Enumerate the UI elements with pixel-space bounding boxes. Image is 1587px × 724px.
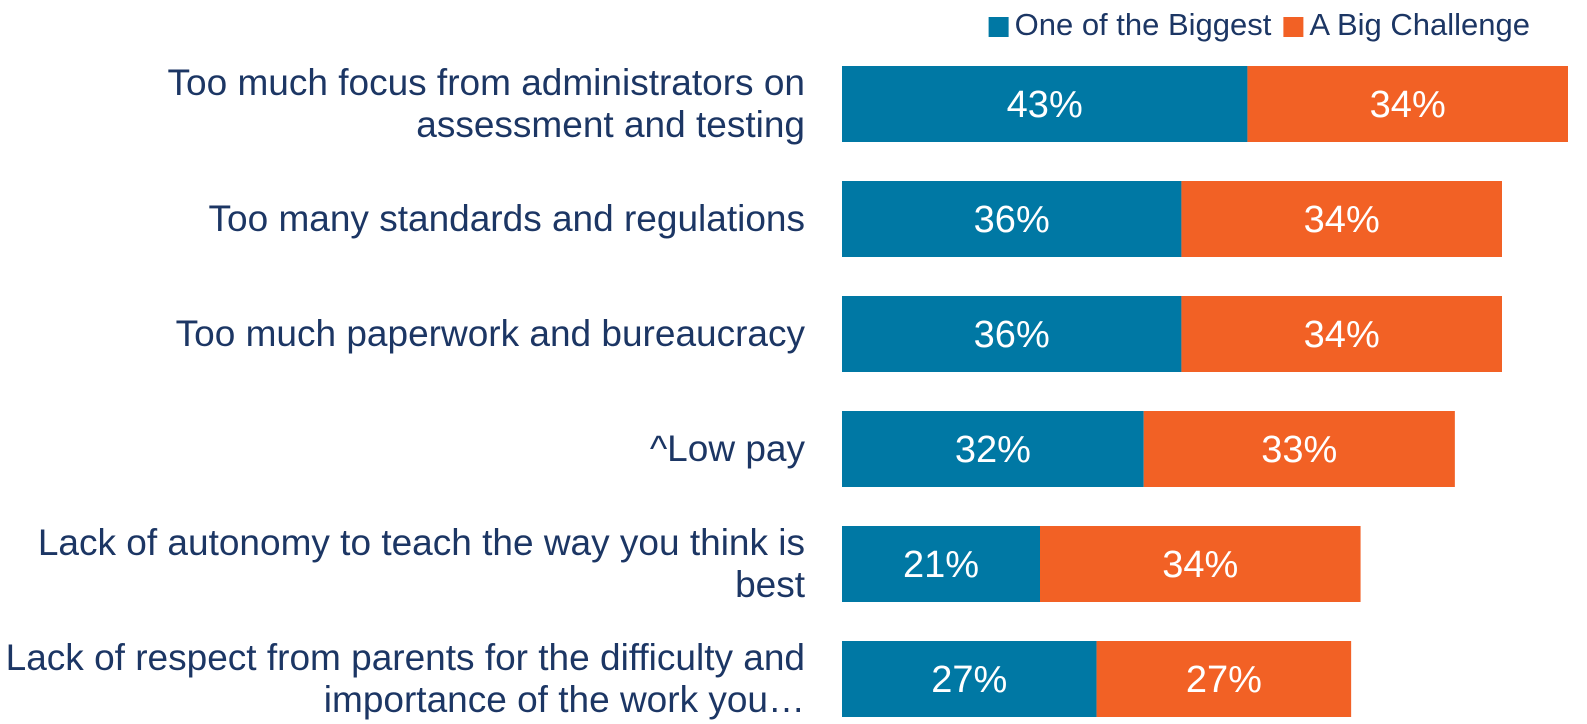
category-text: Too many standards and regulations xyxy=(208,198,805,239)
bar-segment xyxy=(1040,526,1361,602)
value-label: 27% xyxy=(931,659,1007,701)
bar-segment xyxy=(842,181,1182,257)
bar-segment xyxy=(842,411,1144,487)
category-label: ^Low pay xyxy=(0,394,805,504)
value-label: 34% xyxy=(1162,544,1238,586)
value-label: 34% xyxy=(1304,199,1380,241)
category-text: Lack of autonomy to teach the way you th… xyxy=(37,522,805,605)
category-label: Too much paperwork and bureaucracy xyxy=(0,279,805,389)
value-label: 36% xyxy=(974,199,1050,241)
value-label: 34% xyxy=(1304,314,1380,356)
legend-label: One of the Biggest xyxy=(1015,7,1272,42)
category-label: Lack of autonomy to teach the way you th… xyxy=(0,509,805,619)
legend-label: A Big Challenge xyxy=(1309,7,1530,42)
value-label: 36% xyxy=(974,314,1050,356)
category-text: Too much focus from administrators on as… xyxy=(167,62,805,145)
legend-swatch xyxy=(988,17,1009,37)
category-label: Too much focus from administrators on as… xyxy=(0,49,805,159)
bar-segment xyxy=(1181,296,1502,372)
bar-segment xyxy=(1143,411,1455,487)
bar-segment xyxy=(842,526,1040,602)
value-label: 32% xyxy=(955,429,1031,471)
value-label: 21% xyxy=(903,544,979,586)
value-label: 33% xyxy=(1261,429,1337,471)
category-text: Lack of respect from parents for the dif… xyxy=(5,637,805,720)
value-label: 34% xyxy=(1370,84,1446,126)
category-text: Too much paperwork and bureaucracy xyxy=(175,313,805,354)
bar-segment xyxy=(1247,66,1568,142)
category-text: ^Low pay xyxy=(649,428,805,469)
bar-segment xyxy=(1096,641,1352,717)
value-label: 27% xyxy=(1186,659,1262,701)
category-label: Lack of respect from parents for the dif… xyxy=(0,624,805,724)
category-label: Too many standards and regulations xyxy=(0,164,805,274)
bar-segment xyxy=(1181,181,1502,257)
legend-swatch xyxy=(1283,17,1304,37)
bar-segment xyxy=(842,641,1097,717)
value-label: 43% xyxy=(1007,84,1083,126)
bar-segment xyxy=(842,296,1182,372)
bar-segment xyxy=(842,66,1248,142)
